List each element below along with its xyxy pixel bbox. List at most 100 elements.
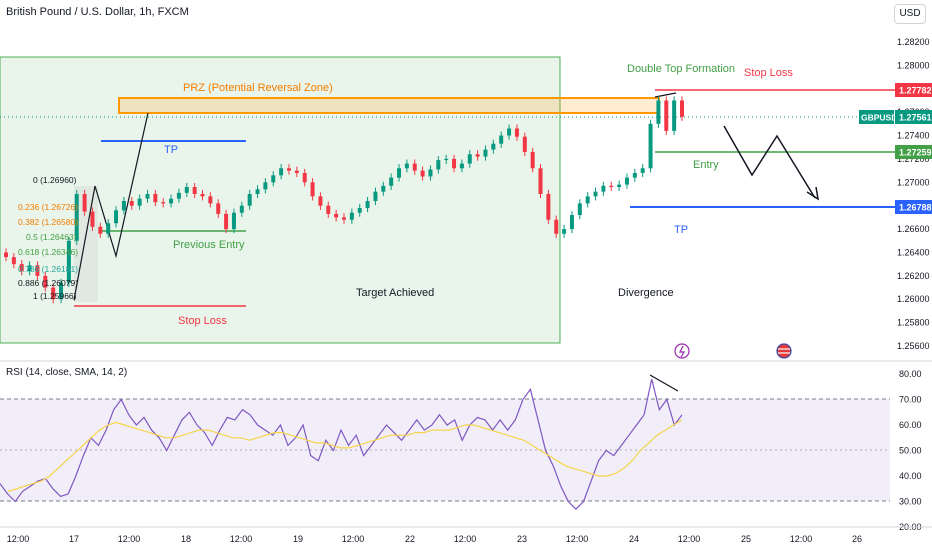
time-axis[interactable]: 12:00 17 12:00 18 12:00 19 12:00 22 12:00 23 12:00… [7, 534, 862, 544]
price-tick-label: 1.25800 [897, 318, 930, 328]
time-tick-label: 12:00 [566, 534, 589, 544]
rsi-ma-line [7, 419, 683, 492]
price-tick-label: 1.26400 [897, 247, 930, 257]
candle-body [483, 149, 488, 157]
candle-body [609, 185, 614, 187]
candle-body [27, 265, 32, 272]
candle-body [231, 212, 236, 230]
candle-body [279, 168, 284, 176]
candle-body [192, 186, 197, 194]
candle-body [349, 212, 354, 220]
candle-body [239, 205, 244, 213]
currency-button[interactable]: USD [894, 4, 926, 24]
lightning-glyph [679, 345, 686, 358]
candle-body [176, 192, 181, 199]
candle-body [302, 172, 307, 183]
rsi-line [0, 378, 683, 510]
candle-body [137, 198, 142, 206]
candle-body [145, 194, 150, 199]
time-tick-label: 12:00 [678, 534, 701, 544]
candle-body [365, 201, 370, 209]
entry-label: Entry [693, 159, 719, 171]
price-tick-label: 1.25600 [897, 341, 930, 351]
candle-body [617, 184, 622, 187]
fib-label: 0.786 (1.26181) [18, 264, 78, 274]
candle-body [664, 100, 669, 131]
rsi-divergence-line [649, 374, 679, 392]
us-flag-icon[interactable] [776, 343, 792, 359]
candle-body [326, 205, 331, 214]
stop-loss-badge [895, 83, 932, 97]
candle-body [444, 158, 449, 161]
candle-body [224, 213, 229, 230]
candle-body [514, 128, 519, 137]
candle-body [656, 100, 661, 124]
candle-body [467, 154, 472, 164]
price-tick-label: 1.27400 [897, 131, 930, 141]
time-tick-label: 26 [852, 534, 862, 544]
candle-body [499, 135, 504, 144]
divergence-label: Divergence [618, 287, 674, 299]
candle-body [4, 252, 8, 258]
candle-body [397, 168, 402, 178]
time-tick-label: 12:00 [454, 534, 477, 544]
price-tick-label: 1.28200 [897, 37, 930, 47]
last-price-badge-text: 1.27561 [899, 113, 932, 123]
candle-body [562, 229, 567, 234]
symbol-badge-text: GBPUSD [861, 113, 897, 123]
candle-body [522, 136, 527, 152]
entry-badge [895, 145, 932, 159]
candle-body [74, 194, 79, 241]
prz-label: PRZ (Potential Reversal Zone) [183, 82, 333, 94]
rsi-tick-label: 40.00 [899, 471, 922, 481]
candle-body [530, 151, 535, 169]
time-tick-label: 23 [517, 534, 527, 544]
previous-entry-label: Previous Entry [173, 239, 245, 251]
fib-label: 0.886 (1.26079) [18, 278, 78, 288]
candle-body [554, 219, 559, 234]
candle-body [318, 196, 323, 206]
rsi-tick-label: 30.00 [899, 497, 922, 507]
time-tick-label: 12:00 [7, 534, 30, 544]
candles-group [4, 96, 684, 304]
fib-label: 0.5 (1.26463) [26, 232, 77, 242]
candle-body [428, 169, 433, 177]
lightning-icon[interactable] [674, 343, 690, 359]
price-tick-label: 1.26200 [897, 271, 930, 281]
candle-body [51, 287, 56, 300]
price-tick-label: 1.26600 [897, 224, 930, 234]
candle-body [334, 213, 339, 218]
time-tick-label: 12:00 [342, 534, 365, 544]
candle-body [389, 177, 394, 186]
candle-body [546, 194, 551, 220]
time-tick-label: 12:00 [118, 534, 141, 544]
symbol-badge [859, 110, 894, 124]
candle-body [90, 211, 95, 227]
price-tick-label: 1.26000 [897, 294, 930, 304]
harmonic-pattern-lines [73, 112, 149, 301]
candle-body [106, 223, 111, 234]
price-tick-label: 1.27000 [897, 177, 930, 187]
projected-path [723, 125, 816, 199]
candle-body [19, 264, 24, 272]
tp-badge [895, 200, 932, 214]
candle-body [114, 210, 119, 224]
fib-label: 0.618 (1.26346) [18, 247, 78, 257]
chart-title: British Pound / U.S. Dollar, 1h, FXCM [6, 6, 189, 18]
last-price-badge [895, 110, 932, 124]
candle-body [601, 185, 606, 192]
fib-label: 0.236 (1.26726) [18, 202, 78, 212]
candle-body [98, 226, 103, 234]
candle-body [491, 143, 496, 150]
projected-arrowhead [806, 186, 820, 201]
candle-body [11, 257, 16, 265]
candle-body [593, 191, 598, 197]
candle-body [640, 168, 645, 173]
rsi-tick-label: 80.00 [899, 369, 922, 379]
double-top-line [654, 92, 677, 98]
candle-body [342, 217, 346, 220]
stop-loss-left-label: Stop Loss [178, 315, 227, 327]
target-achieved-box [0, 56, 561, 344]
